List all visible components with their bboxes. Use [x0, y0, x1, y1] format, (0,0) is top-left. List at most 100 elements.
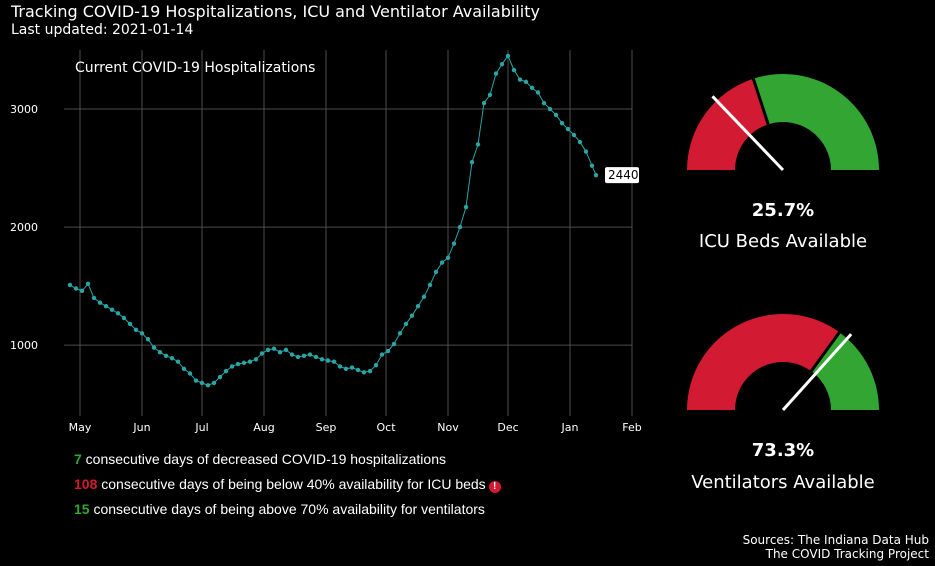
icu-gauge: [687, 74, 879, 172]
data-point: [379, 352, 385, 357]
data-point: [229, 364, 235, 369]
data-point: [109, 307, 115, 312]
data-point: [289, 352, 295, 357]
y-tick-label: 2000: [10, 221, 38, 234]
data-point: [295, 354, 301, 360]
data-point: [115, 311, 121, 316]
data-point: [193, 378, 199, 383]
x-tick-label: Dec: [497, 421, 518, 434]
data-point: [349, 365, 355, 370]
data-point: [181, 366, 187, 371]
ventilators-gauge: [687, 313, 879, 412]
data-point: [139, 331, 145, 336]
gauge-needle: [781, 333, 853, 412]
x-tick-label: Jul: [194, 421, 208, 434]
data-point: [481, 100, 487, 106]
ventilator-gauge-percent: 73.3%: [751, 440, 815, 461]
hospitalizations-line: [69, 54, 597, 386]
data-point: [457, 224, 463, 230]
data-point: [415, 304, 421, 309]
end-value-label: 2440: [605, 167, 639, 184]
data-point: [451, 241, 457, 246]
stat-icu-below-threshold: 108 consecutive days of being below 40% …: [74, 476, 501, 493]
data-point: [577, 139, 583, 145]
data-point: [343, 366, 349, 371]
data-point: [427, 282, 433, 288]
data-point: [247, 359, 253, 364]
data-point: [469, 159, 475, 165]
gauge-below-threshold-arc: [687, 78, 769, 170]
data-point: [313, 354, 319, 360]
data-point: [271, 346, 277, 351]
y-tick-label: 3000: [10, 103, 38, 116]
data-point: [523, 79, 529, 85]
data-point: [163, 353, 169, 358]
x-tick-label: May: [69, 421, 92, 434]
y-tick-label: 1000: [10, 339, 38, 352]
data-point: [355, 367, 361, 373]
data-point: [373, 363, 379, 368]
chart-axes: 1000 2000 3000 May Jun Jul Aug Sep Oct Nov Dec Jan F…: [10, 103, 642, 434]
data-point: [571, 132, 577, 138]
data-point: [421, 294, 427, 299]
data-point: [73, 286, 79, 291]
data-point: [361, 370, 367, 375]
data-point: [265, 347, 271, 353]
x-tick-label: Jan: [561, 421, 579, 434]
data-point: [583, 149, 589, 154]
sources: Sources: The Indiana Data Hub The COVID …: [743, 533, 929, 561]
page-title: Tracking COVID-19 Hospitalizations, ICU …: [11, 2, 540, 21]
data-point: [223, 368, 229, 374]
data-point: [505, 53, 511, 59]
data-point: [487, 92, 493, 98]
data-point: [547, 106, 553, 112]
data-point: [565, 126, 571, 132]
data-point: [121, 315, 127, 321]
data-point: [517, 77, 523, 82]
data-point: [559, 121, 565, 126]
data-point: [463, 204, 469, 210]
icu-gauge-label: ICU Beds Available: [698, 231, 868, 252]
data-point: [493, 71, 499, 76]
data-point: [433, 269, 439, 275]
data-point: [169, 355, 175, 361]
stat-text: consecutive days of being below 40% avai…: [97, 476, 486, 492]
icu-gauge-percent: 25.7%: [751, 200, 815, 221]
data-point: [79, 288, 85, 294]
x-tick-label: Nov: [437, 421, 459, 434]
data-point: [211, 380, 217, 386]
ventilator-gauge-label: Ventilators Available: [691, 472, 875, 493]
data-point: [553, 112, 559, 118]
data-point: [241, 360, 247, 366]
data-point: [301, 353, 307, 358]
data-point: [103, 304, 109, 309]
data-point: [97, 300, 103, 305]
data-point: [445, 255, 451, 260]
chart-grid: [64, 50, 633, 416]
data-point: [283, 347, 289, 353]
data-point: [397, 331, 403, 336]
source-line: The COVID Tracking Project: [765, 547, 929, 561]
data-point: [187, 371, 193, 376]
x-tick-label: Feb: [622, 421, 641, 434]
gauge-needle: [711, 95, 785, 172]
data-point: [385, 348, 391, 354]
end-value-text: 2440: [608, 168, 639, 182]
data-point: [439, 260, 445, 265]
stat-text: consecutive days of decreased COVID-19 h…: [81, 451, 446, 467]
exclamation-circle-icon: !: [488, 481, 501, 493]
data-point: [541, 100, 547, 106]
data-point: [325, 358, 331, 363]
data-point: [91, 295, 97, 301]
data-point: [475, 142, 481, 147]
data-point: [499, 61, 505, 67]
data-point: [85, 281, 91, 286]
data-point: [593, 172, 599, 178]
page-subtitle: Last updated: 2021-01-14: [11, 22, 194, 38]
gauge-threshold-tick: [751, 78, 770, 125]
data-point: [253, 357, 259, 362]
hospitalizations-points: [67, 53, 599, 388]
stat-decreased-hospitalizations: 7 consecutive days of decreased COVID-19…: [74, 451, 446, 467]
data-point: [205, 383, 211, 388]
